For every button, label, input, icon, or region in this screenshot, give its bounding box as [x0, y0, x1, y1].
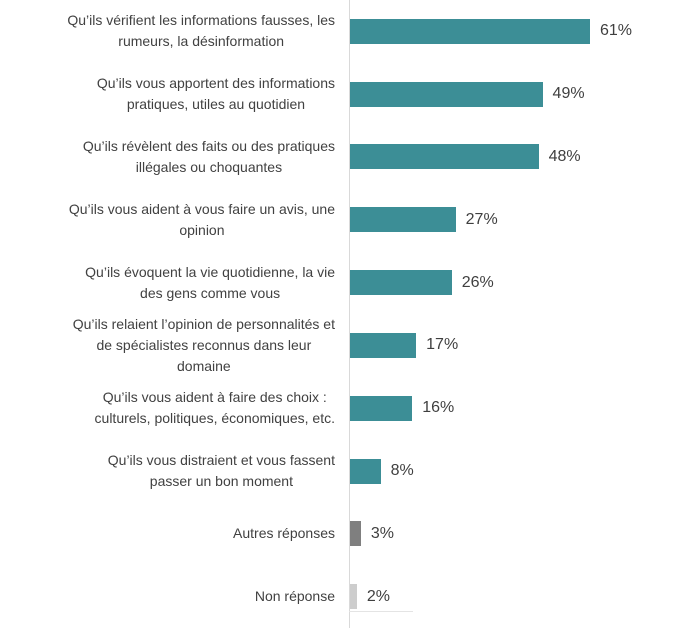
category-label-cell: Qu’ils vous distraient et vous fassent p…: [0, 440, 349, 503]
value-label: 8%: [390, 462, 414, 480]
y-axis-line: [349, 0, 350, 628]
bar: [349, 270, 452, 296]
category-label: Qu’ils vous aident à faire des choix : c…: [94, 389, 335, 427]
bar: [349, 207, 456, 233]
category-label-cell: Qu’ils révèlent des faits ou des pratiqu…: [0, 126, 349, 189]
chart-rows: Qu’ils vérifient les informations fausse…: [0, 0, 689, 628]
chart-row: Qu’ils vérifient les informations fausse…: [0, 0, 689, 63]
bar: [349, 81, 543, 107]
category-label: Qu’ils vous distraient et vous fassent p…: [107, 452, 335, 490]
value-label: 17%: [426, 336, 459, 354]
bar: [349, 584, 357, 610]
bar: [349, 18, 590, 44]
category-label: Qu’ils vous aident à vous faire un avis,…: [68, 200, 335, 238]
bar: [349, 332, 417, 358]
chart-row: Qu’ils relaient l’opinion de personnalit…: [0, 314, 689, 377]
chart-row: Non réponse 2%: [0, 565, 689, 628]
bar-cell: 48%: [349, 126, 689, 189]
category-label: Non réponse: [254, 588, 335, 605]
chart-row: Autres réponses 3%: [0, 502, 689, 565]
chart-row: Qu’ils vous aident à faire des choix : c…: [0, 377, 689, 440]
bar-cell: 2%: [349, 565, 689, 628]
category-label: Qu’ils vous apportent des informations p…: [96, 75, 335, 113]
category-label-cell: Qu’ils vous aident à vous faire un avis,…: [0, 188, 349, 251]
category-label: Qu’ils révèlent des faits ou des pratiqu…: [82, 137, 335, 175]
bar: [349, 458, 381, 484]
bar-cell: 61%: [349, 0, 689, 63]
value-label: 61%: [599, 22, 632, 40]
axis-baseline-tick: [349, 611, 413, 612]
value-label: 26%: [461, 273, 494, 291]
bar-cell: 3%: [349, 502, 689, 565]
bar-cell: 27%: [349, 188, 689, 251]
value-label: 48%: [548, 147, 581, 165]
bar-cell: 26%: [349, 251, 689, 314]
category-label: Qu’ils évoquent la vie quotidienne, la v…: [85, 263, 335, 301]
chart-row: Qu’ils vous aident à vous faire un avis,…: [0, 188, 689, 251]
bar: [349, 521, 361, 547]
bar-cell: 17%: [349, 314, 689, 377]
value-label: 16%: [422, 399, 455, 417]
category-label-cell: Autres réponses: [0, 502, 349, 565]
category-label: Qu’ils vérifient les informations fausse…: [67, 12, 335, 50]
value-label: 49%: [552, 85, 585, 103]
category-label-cell: Non réponse: [0, 565, 349, 628]
category-label-cell: Qu’ils vous aident à faire des choix : c…: [0, 377, 349, 440]
category-label-cell: Qu’ils vous apportent des informations p…: [0, 63, 349, 126]
category-label-cell: Qu’ils évoquent la vie quotidienne, la v…: [0, 251, 349, 314]
bar-cell: 49%: [349, 63, 689, 126]
category-label: Autres réponses: [233, 525, 335, 542]
chart-row: Qu’ils vous distraient et vous fassent p…: [0, 440, 689, 503]
bar: [349, 395, 413, 421]
chart-row: Qu’ils évoquent la vie quotidienne, la v…: [0, 251, 689, 314]
chart-row: Qu’ils révèlent des faits ou des pratiqu…: [0, 126, 689, 189]
value-label: 3%: [370, 524, 394, 542]
chart-row: Qu’ils vous apportent des informations p…: [0, 63, 689, 126]
category-label: Qu’ils relaient l’opinion de personnalit…: [72, 315, 335, 374]
category-label-cell: Qu’ils vérifient les informations fausse…: [0, 0, 349, 63]
value-label: 27%: [465, 210, 498, 228]
bar-cell: 16%: [349, 377, 689, 440]
bar: [349, 144, 539, 170]
value-label: 2%: [366, 587, 391, 605]
bar-cell: 8%: [349, 440, 689, 503]
category-label-cell: Qu’ils relaient l’opinion de personnalit…: [0, 314, 349, 377]
